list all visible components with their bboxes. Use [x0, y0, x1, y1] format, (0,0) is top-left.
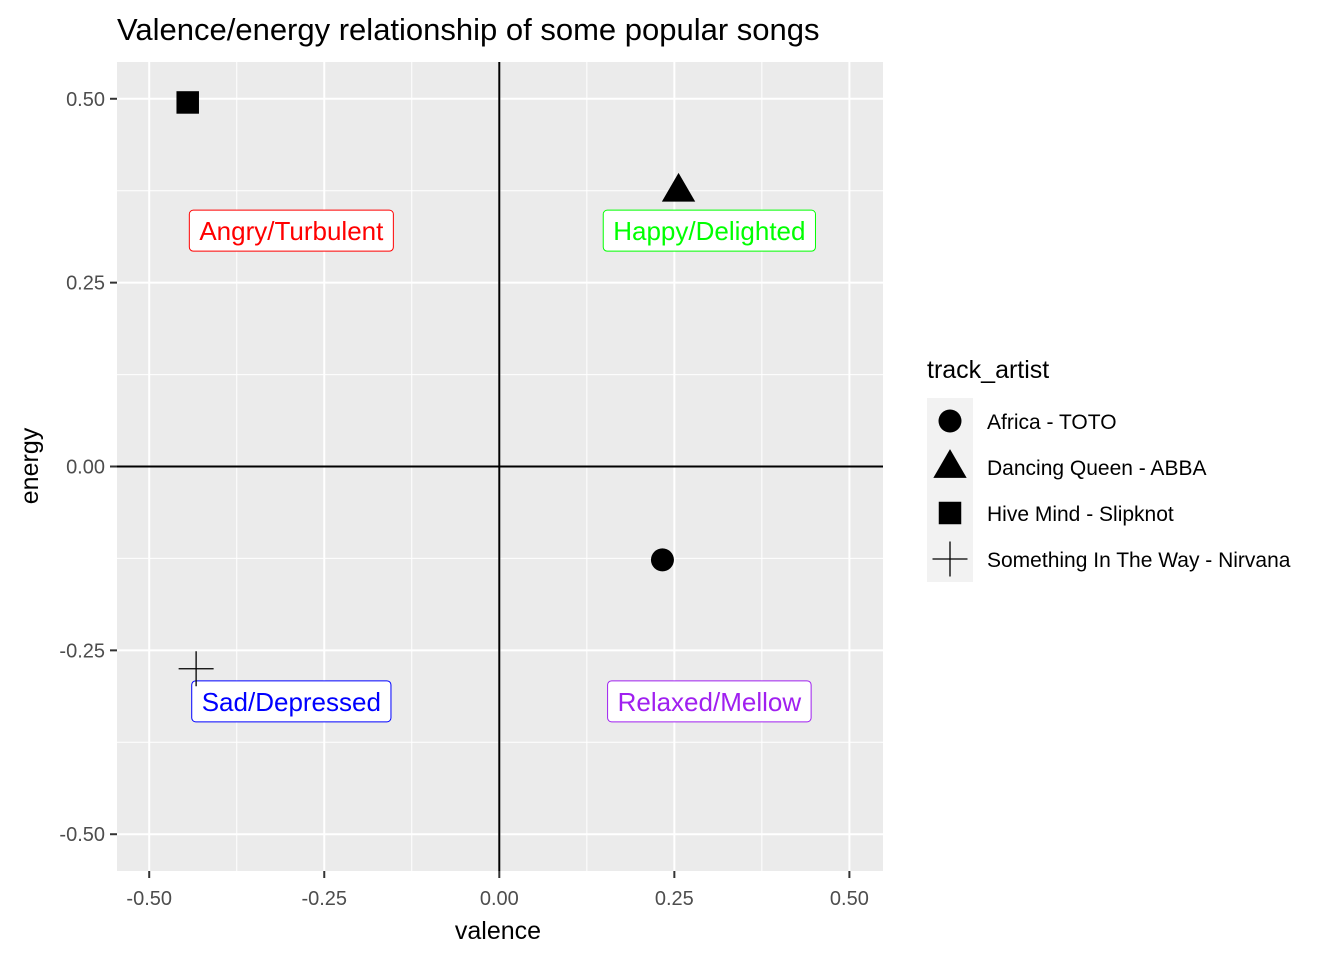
- quadrant-label-text: Angry/Turbulent: [199, 216, 384, 246]
- legend-title: track_artist: [927, 356, 1049, 384]
- legend-key-triangle: [933, 449, 967, 478]
- y-tick-label: -0.50: [59, 824, 105, 846]
- x-tick-label: 0.25: [655, 888, 694, 910]
- data-points: [176, 91, 696, 687]
- quadrant-label-text: Sad/Depressed: [202, 687, 381, 717]
- data-point-square: [176, 91, 199, 114]
- data-point-plus: [178, 651, 214, 687]
- legend-label: Something In The Way - Nirvana: [987, 549, 1291, 572]
- quadrant-label-text: Happy/Delighted: [613, 216, 805, 246]
- quadrant-label: Relaxed/Mellow: [607, 680, 812, 723]
- y-axis-title: energy: [16, 427, 44, 504]
- quadrant-label-text: Relaxed/Mellow: [618, 687, 802, 717]
- x-tick-label: -0.50: [126, 888, 172, 910]
- quadrant-label: Happy/Delighted: [602, 209, 816, 252]
- legend-label: Africa - TOTO: [987, 411, 1117, 434]
- chart-title: Valence/energy relationship of some popu…: [117, 12, 820, 47]
- y-tick-label: 0.50: [66, 89, 105, 111]
- y-tick-label: 0.00: [66, 457, 105, 479]
- y-tick-label: -0.25: [59, 640, 105, 662]
- quadrant-label-box: [191, 680, 392, 723]
- reference-lines: [117, 62, 883, 871]
- quadrant-labels: Angry/Turbulent Happy/Delighted Sad/Depres…: [188, 209, 816, 723]
- x-tick-label: -0.25: [301, 888, 347, 910]
- legend-key-circle: [938, 409, 962, 433]
- legend: track_artist Africa - TOTO Dancing Queen …: [927, 356, 1291, 582]
- data-point-circle: [650, 548, 674, 572]
- x-tick-label: 0.50: [830, 888, 869, 910]
- data-point-triangle: [661, 172, 696, 202]
- x-tick-label: 0.00: [480, 888, 519, 910]
- legend-key-plus: [932, 541, 968, 577]
- legend-label: Dancing Queen - ABBA: [987, 457, 1206, 480]
- x-axis: -0.50 -0.25 0.00 0.25 0.50: [126, 871, 869, 910]
- y-tick-label: 0.25: [66, 273, 105, 295]
- quadrant-label-box: [602, 209, 816, 252]
- quadrant-label: Angry/Turbulent: [188, 209, 394, 252]
- quadrant-label-box: [607, 680, 812, 723]
- legend-label: Hive Mind - Slipknot: [987, 503, 1174, 526]
- quadrant-label-box: [188, 209, 394, 252]
- quadrant-label: Sad/Depressed: [191, 680, 392, 723]
- y-axis: -0.50 -0.25 0.00 0.25 0.50: [59, 89, 117, 846]
- legend-key-square: [938, 501, 962, 525]
- x-axis-title: valence: [455, 917, 541, 945]
